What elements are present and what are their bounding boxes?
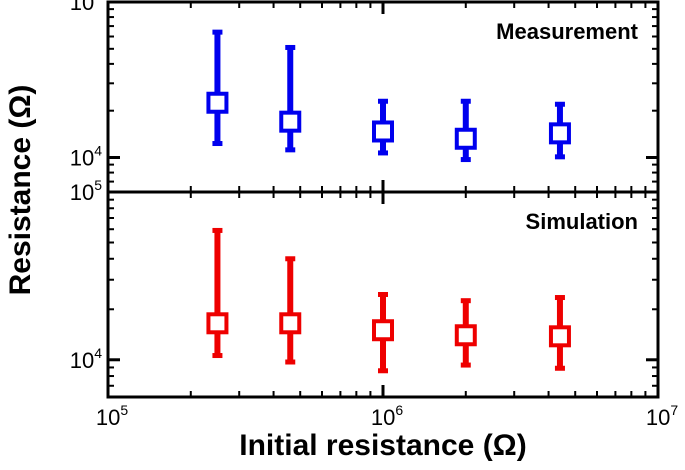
data-point-marker	[548, 325, 571, 348]
y-tick-label: 104	[70, 143, 102, 171]
x-axis-title: Initial resistance (Ω)	[239, 429, 526, 462]
y-tick-label: 105	[70, 177, 102, 205]
y-axis-title: Resistance (Ω)	[4, 85, 37, 296]
plot-layer: 105 104 Measurement 105 104 Simulation 105 106 1…	[70, 0, 679, 430]
panel-title-1: Measurement	[496, 19, 639, 44]
data-point-marker	[279, 312, 302, 335]
data-point-marker	[372, 120, 394, 143]
data-point-marker	[206, 312, 229, 335]
panel-title-2: Simulation	[526, 209, 638, 234]
data-point-marker	[206, 91, 229, 114]
x-tick-label: 107	[646, 402, 678, 430]
data-point-marker	[454, 324, 477, 347]
data-point-marker	[279, 110, 302, 133]
x-tick-label: 105	[96, 402, 128, 430]
y-tick-label: 104	[70, 345, 102, 373]
data-point-marker	[372, 319, 394, 342]
data-point-marker	[548, 122, 571, 145]
data-point-marker	[454, 127, 477, 150]
x-tick-label: 106	[371, 402, 403, 430]
y-tick-label: 105	[70, 0, 102, 15]
